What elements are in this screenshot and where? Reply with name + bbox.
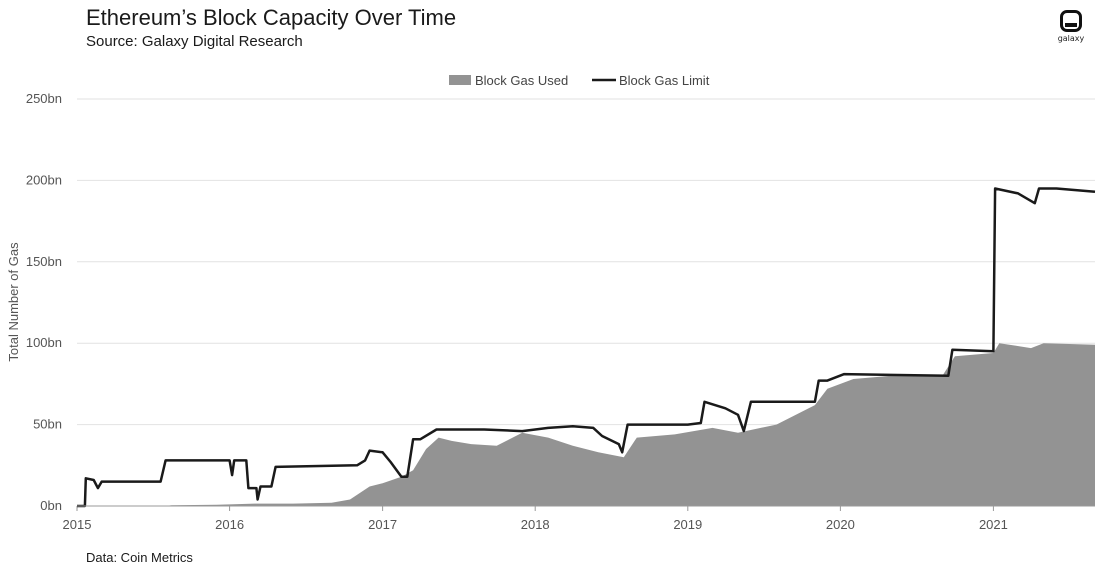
y-tick-label: 150bn xyxy=(26,254,62,269)
x-tick-label: 2021 xyxy=(979,517,1008,532)
x-tick-label: 2017 xyxy=(368,517,397,532)
series-group xyxy=(77,187,1096,508)
legend-label-block-gas-limit: Block Gas Limit xyxy=(619,73,710,88)
logo-text: galaxy xyxy=(1057,34,1085,43)
legend-swatch-block-gas-used xyxy=(449,75,471,85)
y-axis-ticks: 0bn 50bn 100bn 150bn 200bn 250bn xyxy=(26,91,62,513)
y-tick-label: 0bn xyxy=(40,498,62,513)
data-source-note: Data: Coin Metrics xyxy=(86,550,193,565)
series-area-block-gas-used xyxy=(77,343,1095,506)
x-tick-label: 2020 xyxy=(826,517,855,532)
legend: Block Gas Used Block Gas Limit xyxy=(449,73,710,88)
x-tick-label: 2016 xyxy=(215,517,244,532)
x-tick-label: 2019 xyxy=(673,517,702,532)
x-tick-label: 2018 xyxy=(521,517,550,532)
series-line-block-gas-limit xyxy=(77,187,1096,508)
legend-label-block-gas-used: Block Gas Used xyxy=(475,73,568,88)
galaxy-logo: galaxy xyxy=(1056,10,1086,43)
y-tick-label: 100bn xyxy=(26,335,62,350)
x-tick-label: 2015 xyxy=(63,517,92,532)
x-axis-ticks: 2015 2016 2017 2018 2019 2020 2021 xyxy=(63,506,1008,532)
gridlines xyxy=(77,98,1095,426)
y-tick-label: 50bn xyxy=(33,417,62,432)
y-axis-title: Total Number of Gas xyxy=(6,242,21,362)
chart-title: Ethereum’s Block Capacity Over Time xyxy=(86,5,457,30)
y-tick-label: 200bn xyxy=(26,172,62,187)
y-tick-label: 250bn xyxy=(26,91,62,106)
chart-subtitle: Source: Galaxy Digital Research xyxy=(86,33,303,50)
galaxy-logo-icon xyxy=(1060,10,1082,32)
